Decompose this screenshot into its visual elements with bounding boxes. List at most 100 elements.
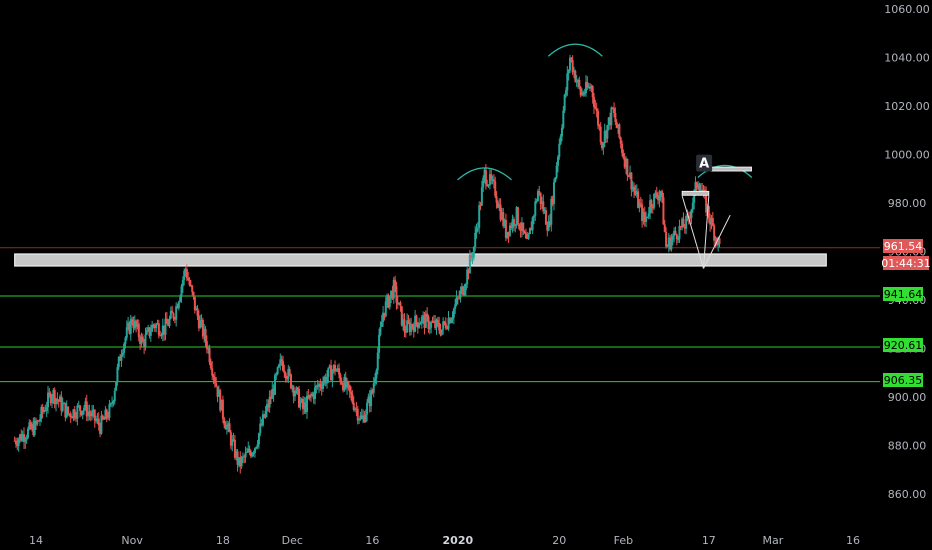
- candle-body: [119, 356, 122, 361]
- wedge-line[interactable]: [703, 214, 731, 269]
- candle: [707, 205, 710, 224]
- candle-body: [13, 440, 16, 442]
- candle: [682, 212, 685, 228]
- candle: [120, 349, 123, 367]
- candle-body: [299, 401, 302, 408]
- candle-body: [478, 205, 481, 228]
- candle: [418, 317, 421, 329]
- candle-body: [171, 310, 174, 314]
- candle-body: [586, 81, 589, 88]
- candle: [200, 314, 203, 328]
- candle: [575, 74, 578, 87]
- level-box-2[interactable]: [708, 166, 752, 172]
- candle-body: [77, 405, 80, 407]
- candle: [113, 387, 116, 405]
- candle: [256, 440, 259, 450]
- candle-body: [661, 191, 664, 198]
- marker-box[interactable]: [696, 154, 713, 172]
- candle: [607, 116, 610, 131]
- candle-body: [476, 227, 479, 229]
- candle-body: [193, 296, 196, 311]
- candle-body: [200, 319, 203, 321]
- candle-body: [694, 182, 697, 191]
- candle: [322, 376, 325, 392]
- candle: [532, 214, 535, 225]
- candle: [406, 313, 409, 334]
- candle-body: [454, 304, 457, 309]
- candle-body: [398, 302, 401, 305]
- candle-body: [554, 177, 557, 183]
- y-tick-label: 860.00: [888, 488, 927, 501]
- candle: [478, 201, 481, 235]
- candle: [240, 455, 243, 469]
- support-zone[interactable]: [14, 253, 827, 267]
- candle: [526, 231, 529, 240]
- candle: [622, 149, 625, 160]
- candle: [289, 373, 292, 390]
- candle-body: [181, 280, 184, 287]
- candle-body: [332, 364, 335, 372]
- candle-body: [211, 368, 214, 376]
- candle-body: [40, 407, 43, 420]
- candle-body: [311, 393, 314, 396]
- marker-label: A: [699, 157, 709, 172]
- candle: [654, 190, 657, 199]
- candle: [352, 396, 355, 412]
- candle: [68, 413, 71, 417]
- level-box-1[interactable]: [681, 190, 710, 196]
- candle-body: [255, 446, 258, 449]
- candle: [135, 319, 138, 333]
- candle: [619, 136, 622, 149]
- y-tick-label: 900.00: [888, 391, 927, 404]
- candle-body: [53, 389, 56, 405]
- candle-body: [152, 324, 155, 326]
- candle-body: [121, 352, 124, 355]
- candle: [490, 169, 493, 185]
- candle-body: [212, 375, 215, 378]
- candle: [153, 323, 156, 332]
- candle-body: [47, 392, 50, 408]
- candle-body: [269, 396, 272, 399]
- candle-body: [358, 419, 361, 421]
- candle: [583, 88, 586, 97]
- candle-body: [161, 325, 164, 335]
- candle-body: [132, 323, 135, 329]
- candle-body: [550, 198, 553, 225]
- candle: [674, 226, 677, 235]
- candle-body: [340, 382, 343, 385]
- candle-body: [571, 60, 574, 73]
- candle: [111, 396, 114, 408]
- candle: [29, 419, 32, 431]
- candle: [430, 320, 433, 334]
- candle-body: [376, 352, 379, 371]
- candle-body: [603, 130, 606, 144]
- right-shoulder-arc[interactable]: [697, 164, 753, 178]
- candle: [364, 409, 367, 423]
- candle-body: [196, 308, 199, 317]
- candle-body: [522, 222, 525, 232]
- candle: [438, 316, 441, 334]
- y-tick-label: 1060.00: [884, 3, 930, 16]
- candle-body: [518, 224, 521, 229]
- candle: [471, 251, 474, 265]
- candle: [128, 321, 131, 335]
- candle-body: [514, 224, 517, 226]
- y-tick-label: 1040.00: [884, 52, 930, 65]
- x-tick-label: 14: [29, 534, 43, 547]
- y-tick-label: 1020.00: [884, 100, 930, 113]
- candle: [579, 85, 582, 98]
- candle: [324, 373, 327, 387]
- head-arc[interactable]: [547, 43, 603, 57]
- candle: [33, 417, 36, 437]
- candle: [629, 165, 632, 180]
- candle: [165, 311, 168, 324]
- candle-body: [682, 218, 685, 228]
- candle-body: [116, 367, 119, 382]
- candle-body: [663, 224, 666, 233]
- left-shoulder-arc[interactable]: [457, 167, 512, 181]
- candle: [464, 282, 467, 296]
- candle: [148, 326, 151, 339]
- candle-body: [271, 388, 274, 399]
- candle-body: [364, 414, 367, 422]
